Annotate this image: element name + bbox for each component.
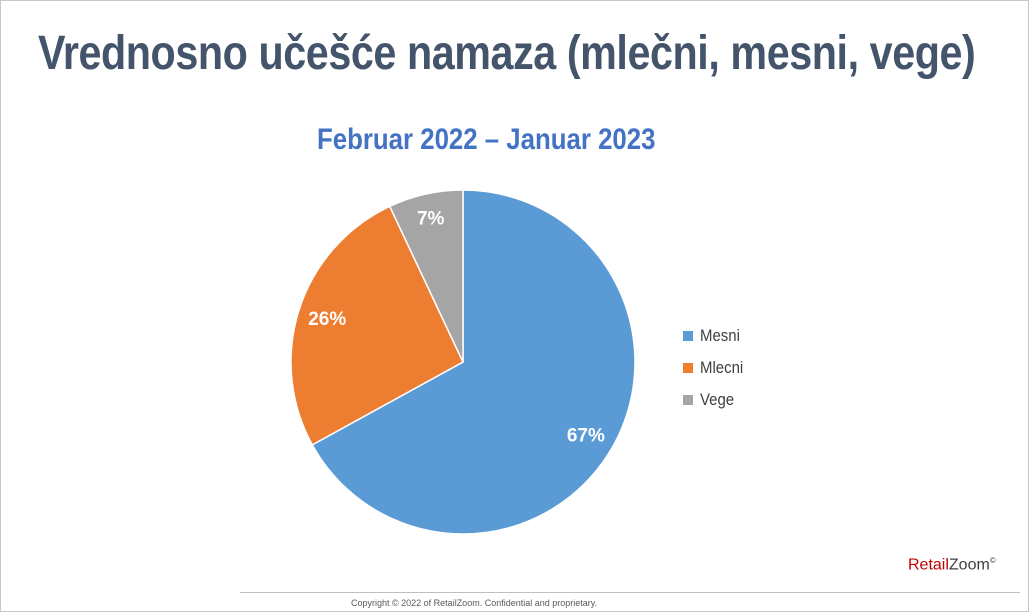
- chart-title: Februar 2022 – Januar 2023: [317, 123, 656, 156]
- pie-slice-vege: [388, 189, 464, 363]
- pie-slice-mlecni: [290, 205, 464, 446]
- legend-swatch-vege: [683, 395, 693, 405]
- legend-label-mlecni: Mlecni: [700, 358, 744, 377]
- data-label-vege: 7%: [417, 209, 445, 230]
- data-label-mesni: 67%: [567, 426, 605, 447]
- retailzoom-logo: RetailZoom©: [908, 556, 996, 574]
- legend-item-mlecni: Mlecni: [683, 352, 749, 384]
- slide-title: Vrednosno učešće namaza (mlečni, mesni, …: [38, 27, 976, 80]
- brand-zoom: Zoom: [948, 556, 990, 574]
- brand-retail: Retail: [908, 556, 949, 574]
- footer-divider: [240, 592, 1020, 593]
- copyright-text: Copyright © 2022 of RetailZoom. Confiden…: [351, 598, 598, 608]
- legend-swatch-mlecni: [683, 363, 693, 373]
- legend-item-vege: Vege: [683, 384, 749, 416]
- brand-mark: ©: [989, 556, 996, 565]
- legend-swatch-mesni: [683, 331, 693, 341]
- legend-label-mesni: Mesni: [700, 326, 740, 345]
- legend-label-vege: Vege: [700, 390, 735, 409]
- chart-legend: Mesni Mlecni Vege: [683, 320, 749, 416]
- pie-slice-mesni: [311, 189, 636, 535]
- legend-item-mesni: Mesni: [683, 320, 749, 352]
- data-label-mlecni: 26%: [308, 309, 346, 330]
